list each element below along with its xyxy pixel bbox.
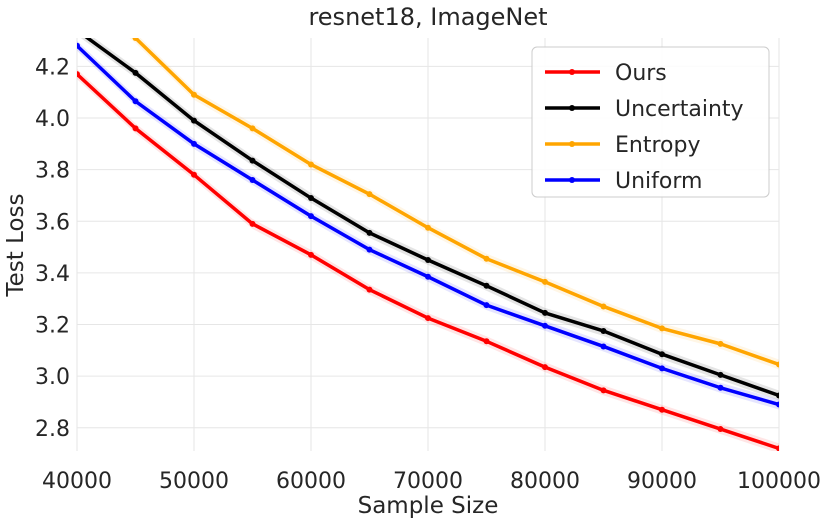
legend: Ours Uncertainty Entropy Uniform [531,46,770,198]
data-point [542,309,548,316]
series-entropy [129,38,779,370]
legend-item-uniform: Uniform [545,169,702,194]
legend-label: Uniform [615,169,702,194]
data-point [132,38,139,41]
data-point [776,401,779,408]
chart-title: resnet18, ImageNet [308,3,547,31]
y-tick-label: 4.0 [35,107,70,132]
x-tick-label: 100000 [737,469,821,494]
data-point [366,246,373,253]
data-point [483,302,490,309]
data-point [191,117,197,124]
legend-marker [569,141,575,147]
data-point [77,71,80,78]
data-point [776,445,779,451]
data-point [366,229,373,236]
data-point [600,303,607,310]
data-point [132,125,139,132]
data-point [308,195,314,202]
data-point [600,343,607,350]
y-axis-label: Test Loss [3,193,29,297]
data-point [366,191,373,198]
legend-marker [569,69,575,75]
y-tick-label: 4.2 [35,55,70,80]
x-tick-label: 80000 [510,469,580,494]
data-point [717,384,724,391]
data-point [483,282,490,289]
data-point [659,406,665,413]
data-point [425,273,431,280]
data-point [425,224,431,231]
series-group [74,27,779,451]
x-tick-label: 50000 [159,469,229,494]
legend-item-ours: Ours [545,61,667,86]
x-tick-label: 60000 [276,469,346,494]
data-point [659,325,665,332]
x-axis-ticks: 40000 50000 60000 70000 80000 90000 100000 [42,469,821,494]
data-point [249,125,256,132]
legend-box [531,46,770,198]
data-point [776,392,779,399]
data-point [717,426,724,433]
y-tick-label: 3.6 [35,210,70,235]
data-point [659,365,665,372]
data-point [542,278,548,285]
data-point [132,69,139,76]
legend-label: Uncertainty [615,97,744,122]
data-point [366,286,373,293]
data-point [542,364,548,371]
data-point [132,98,139,105]
legend-label: Ours [615,61,667,86]
y-tick-label: 3.8 [35,159,70,184]
data-point [425,315,431,322]
series-ours [77,69,779,451]
data-point [308,251,314,258]
series-uncertainty [74,27,779,401]
series-uniform [77,40,779,410]
legend-item-entropy: Entropy [545,133,700,158]
data-point [77,42,80,49]
data-point [717,340,724,347]
legend-label: Entropy [615,133,700,158]
x-tick-label: 70000 [393,469,463,494]
data-point [717,371,724,378]
legend-marker [569,105,575,111]
data-point [249,157,256,164]
legend-item-uncertainty: Uncertainty [545,97,744,122]
data-point [249,176,256,183]
data-point [600,327,607,334]
data-point [191,140,197,147]
data-point [308,213,314,220]
x-axis-label: Sample Size [358,493,499,519]
data-point [191,91,197,98]
y-tick-label: 3.0 [35,365,70,390]
data-point [74,27,80,33]
y-tick-label: 3.2 [35,314,70,339]
data-point [308,161,314,168]
data-point [249,220,256,227]
x-tick-label: 90000 [627,469,697,494]
data-point [776,361,779,368]
data-point [191,171,197,178]
data-point [659,351,665,358]
data-point [483,255,490,262]
legend-marker [569,177,575,183]
y-tick-label: 3.4 [35,262,70,287]
y-tick-label: 2.8 [35,417,70,442]
x-tick-label: 40000 [42,469,112,494]
data-point [600,387,607,394]
data-point [425,256,431,263]
data-point [542,322,548,329]
data-point [483,338,490,345]
y-axis-ticks: 2.8 3.0 3.2 3.4 3.6 3.8 4.0 4.2 [35,55,70,441]
